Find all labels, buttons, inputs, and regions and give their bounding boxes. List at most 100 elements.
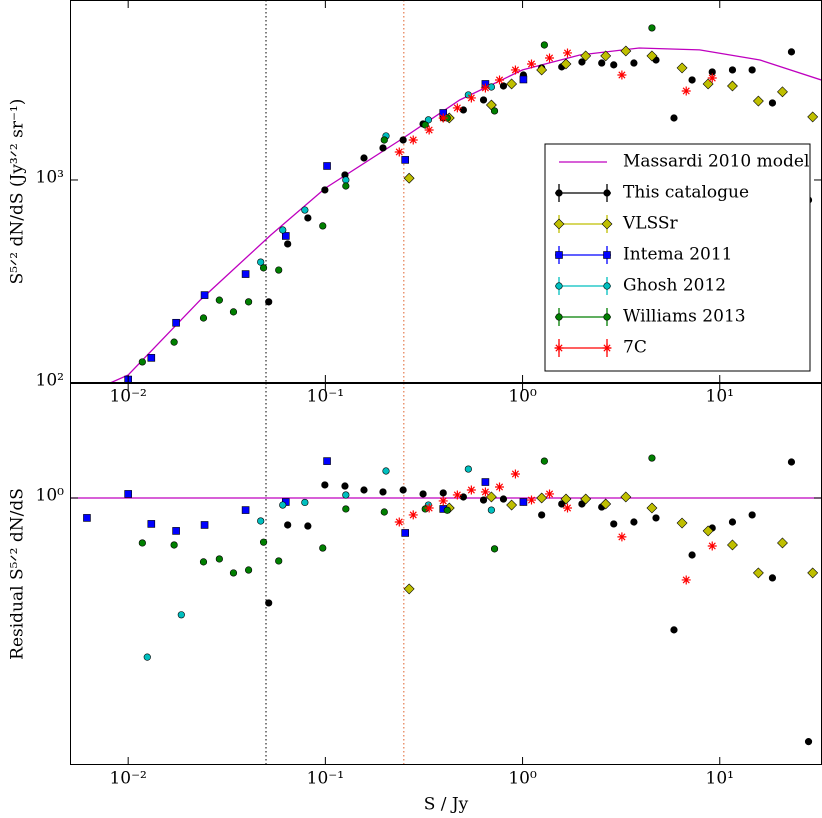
- marker: [143, 653, 151, 661]
- marker: [610, 61, 618, 69]
- top-plot-area: [109, 0, 822, 383]
- marker: [558, 500, 566, 508]
- marker: [466, 93, 476, 103]
- marker: [394, 517, 404, 527]
- marker: [617, 70, 627, 80]
- marker: [681, 575, 691, 585]
- marker: [439, 489, 447, 497]
- marker: [172, 527, 180, 535]
- marker: [399, 486, 407, 494]
- marker: [319, 544, 327, 552]
- marker: [600, 50, 612, 62]
- marker: [580, 493, 592, 505]
- x-tick-label: 10⁻¹: [307, 387, 344, 407]
- marker: [360, 486, 368, 494]
- marker: [319, 222, 327, 230]
- marker: [728, 518, 737, 526]
- marker: [321, 186, 329, 194]
- marker: [560, 493, 572, 505]
- marker: [401, 156, 409, 164]
- marker: [408, 510, 418, 520]
- y-tick-label: 10²: [36, 371, 64, 391]
- y-tick-label: 10³: [36, 167, 64, 187]
- marker: [648, 454, 656, 462]
- marker: [646, 502, 658, 514]
- marker: [707, 73, 717, 83]
- x-tick-label: 10⁻¹: [307, 769, 344, 789]
- marker: [257, 258, 265, 266]
- marker: [578, 58, 586, 66]
- marker: [728, 66, 737, 74]
- marker: [464, 465, 472, 473]
- marker: [538, 511, 546, 519]
- marker: [787, 458, 796, 466]
- marker: [301, 498, 309, 507]
- marker: [229, 569, 238, 577]
- marker: [562, 48, 572, 58]
- marker: [438, 496, 448, 506]
- legend-label: 7C: [623, 338, 647, 358]
- y-axis-label: Residual S⁵ᐟ² dN/dS: [8, 488, 28, 660]
- marker: [545, 53, 555, 63]
- x-tick-label: 10⁻²: [109, 387, 146, 407]
- marker: [170, 541, 178, 549]
- marker: [670, 114, 678, 122]
- marker: [506, 499, 518, 511]
- marker: [403, 583, 415, 595]
- marker: [487, 83, 495, 91]
- marker: [466, 485, 476, 495]
- marker: [379, 144, 387, 152]
- marker: [603, 282, 611, 290]
- y-tick-label: 10⁰: [36, 485, 65, 505]
- marker: [424, 116, 432, 124]
- legend-label: Ghosh 2012: [623, 276, 726, 296]
- marker: [138, 358, 146, 366]
- marker: [702, 525, 714, 537]
- marker: [284, 521, 292, 529]
- marker: [610, 520, 618, 528]
- marker: [560, 58, 572, 70]
- marker: [215, 555, 223, 563]
- marker: [670, 626, 678, 634]
- marker: [688, 551, 696, 559]
- marker: [124, 490, 132, 498]
- legend-label: Intema 2011: [623, 245, 732, 265]
- marker: [487, 506, 495, 514]
- marker: [177, 611, 185, 619]
- legend-box: [544, 143, 811, 372]
- marker: [688, 76, 696, 84]
- marker: [257, 517, 265, 525]
- marker: [452, 490, 462, 500]
- marker: [603, 313, 611, 321]
- marker: [200, 291, 209, 299]
- marker: [481, 478, 490, 486]
- marker: [617, 532, 627, 542]
- marker: [777, 537, 788, 549]
- marker: [380, 136, 388, 144]
- marker: [807, 567, 819, 579]
- marker: [275, 266, 283, 274]
- x-tick-label: 10¹: [706, 387, 734, 407]
- marker: [578, 500, 586, 508]
- marker: [403, 172, 415, 184]
- marker: [676, 517, 688, 529]
- legend-label: This catalogue: [623, 183, 749, 203]
- marker: [603, 189, 611, 197]
- marker: [748, 66, 756, 74]
- y-axis-label: S⁵ᐟ² dN/dS (Jy³ᐟ² sr⁻¹): [8, 99, 28, 285]
- x-tick-label: 10⁰: [508, 387, 537, 407]
- marker: [652, 514, 660, 522]
- marker: [727, 539, 738, 551]
- marker: [648, 24, 656, 32]
- marker: [777, 86, 788, 98]
- marker: [620, 491, 632, 503]
- legend-label: Massardi 2010 model: [623, 152, 809, 172]
- marker: [536, 64, 548, 76]
- marker: [215, 296, 223, 304]
- marker: [768, 574, 777, 582]
- marker: [479, 496, 488, 504]
- x-axis-label: S / Jy: [424, 795, 469, 815]
- marker: [399, 136, 407, 144]
- marker: [83, 514, 91, 522]
- marker: [602, 343, 612, 353]
